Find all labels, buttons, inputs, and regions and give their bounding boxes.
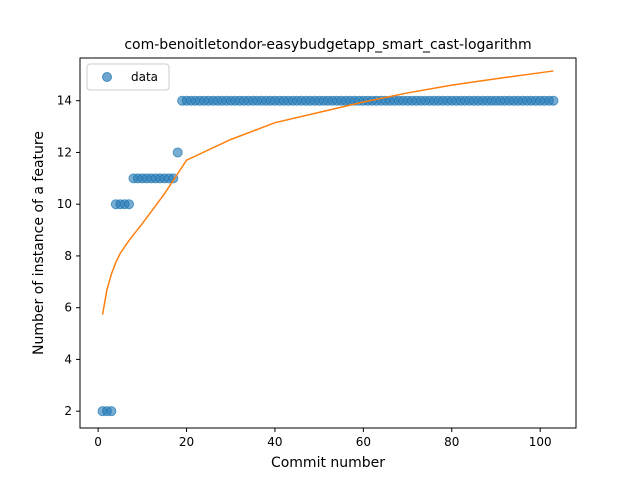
y-tick-label: 10 xyxy=(57,197,72,211)
x-tick-label: 0 xyxy=(94,435,102,449)
data-point xyxy=(548,95,559,106)
fit-line xyxy=(101,70,554,315)
legend-label-data: data xyxy=(131,70,158,84)
x-tick-label: 60 xyxy=(356,435,371,449)
x-tick-label: 100 xyxy=(529,435,552,449)
x-tick-label: 40 xyxy=(267,435,282,449)
y-tick-label: 14 xyxy=(57,94,72,108)
data-point xyxy=(172,147,183,158)
plot-frame xyxy=(79,57,577,429)
y-tick-label: 4 xyxy=(64,352,72,366)
legend-marker-data xyxy=(102,72,112,82)
x-axis-label: Commit number xyxy=(271,455,385,471)
y-tick-label: 2 xyxy=(64,404,72,418)
y-tick-label: 12 xyxy=(57,145,72,159)
x-tick-label: 80 xyxy=(444,435,459,449)
x-tick-label: 20 xyxy=(179,435,194,449)
plot-area xyxy=(97,70,559,417)
y-tick-label: 6 xyxy=(64,301,72,315)
legend-box xyxy=(86,63,170,91)
legend: data xyxy=(86,63,170,91)
y-axis-ticks: 2 4 6 8 10 12 14 xyxy=(57,94,80,418)
data-point xyxy=(124,199,135,210)
chart-title: com-benoitletondor-easybudgetapp_smart_c… xyxy=(124,37,531,53)
data-point xyxy=(106,406,117,417)
y-axis-label: Number of instance of a feature xyxy=(31,131,47,355)
y-tick-label: 8 xyxy=(64,249,72,263)
x-axis-ticks: 0 20 40 60 80 100 xyxy=(94,428,552,449)
